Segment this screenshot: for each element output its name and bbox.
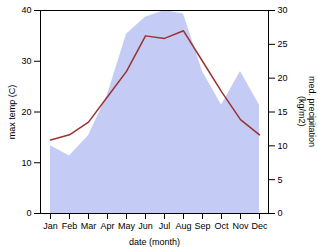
svg-text:Apr: Apr <box>100 221 114 231</box>
svg-text:15: 15 <box>278 107 288 117</box>
svg-text:Feb: Feb <box>62 221 78 231</box>
svg-text:30: 30 <box>278 5 288 15</box>
html-text:med. precipitation (kg/m2): med. precipitation (kg/m2) <box>296 76 317 147</box>
svg-text:30: 30 <box>21 56 31 66</box>
svg-text:10: 10 <box>21 158 31 168</box>
svg-text:20: 20 <box>278 73 288 83</box>
svg-text:20: 20 <box>21 107 31 117</box>
svg-text:Nov: Nov <box>232 221 249 231</box>
svg-text:max temp (C): max temp (C) <box>7 85 17 140</box>
svg-text:0: 0 <box>278 208 283 218</box>
svg-text:10: 10 <box>278 141 288 151</box>
svg-text:Jun: Jun <box>138 221 153 231</box>
svg-text:Dec: Dec <box>251 221 268 231</box>
svg-text:Jan: Jan <box>43 221 58 231</box>
svg-text:5: 5 <box>278 175 283 185</box>
svg-text:Sep: Sep <box>194 221 210 231</box>
svg-text:0: 0 <box>26 208 31 218</box>
svg-text:Oct: Oct <box>214 221 229 231</box>
svg-text:Aug: Aug <box>175 221 191 231</box>
svg-text:date (month): date (month) <box>129 237 180 247</box>
svg-text:40: 40 <box>21 5 31 15</box>
svg-text:Jul: Jul <box>159 221 171 231</box>
svg-text:Mar: Mar <box>81 221 97 231</box>
svg-text:May: May <box>118 221 136 231</box>
svg-text:25: 25 <box>278 39 288 49</box>
